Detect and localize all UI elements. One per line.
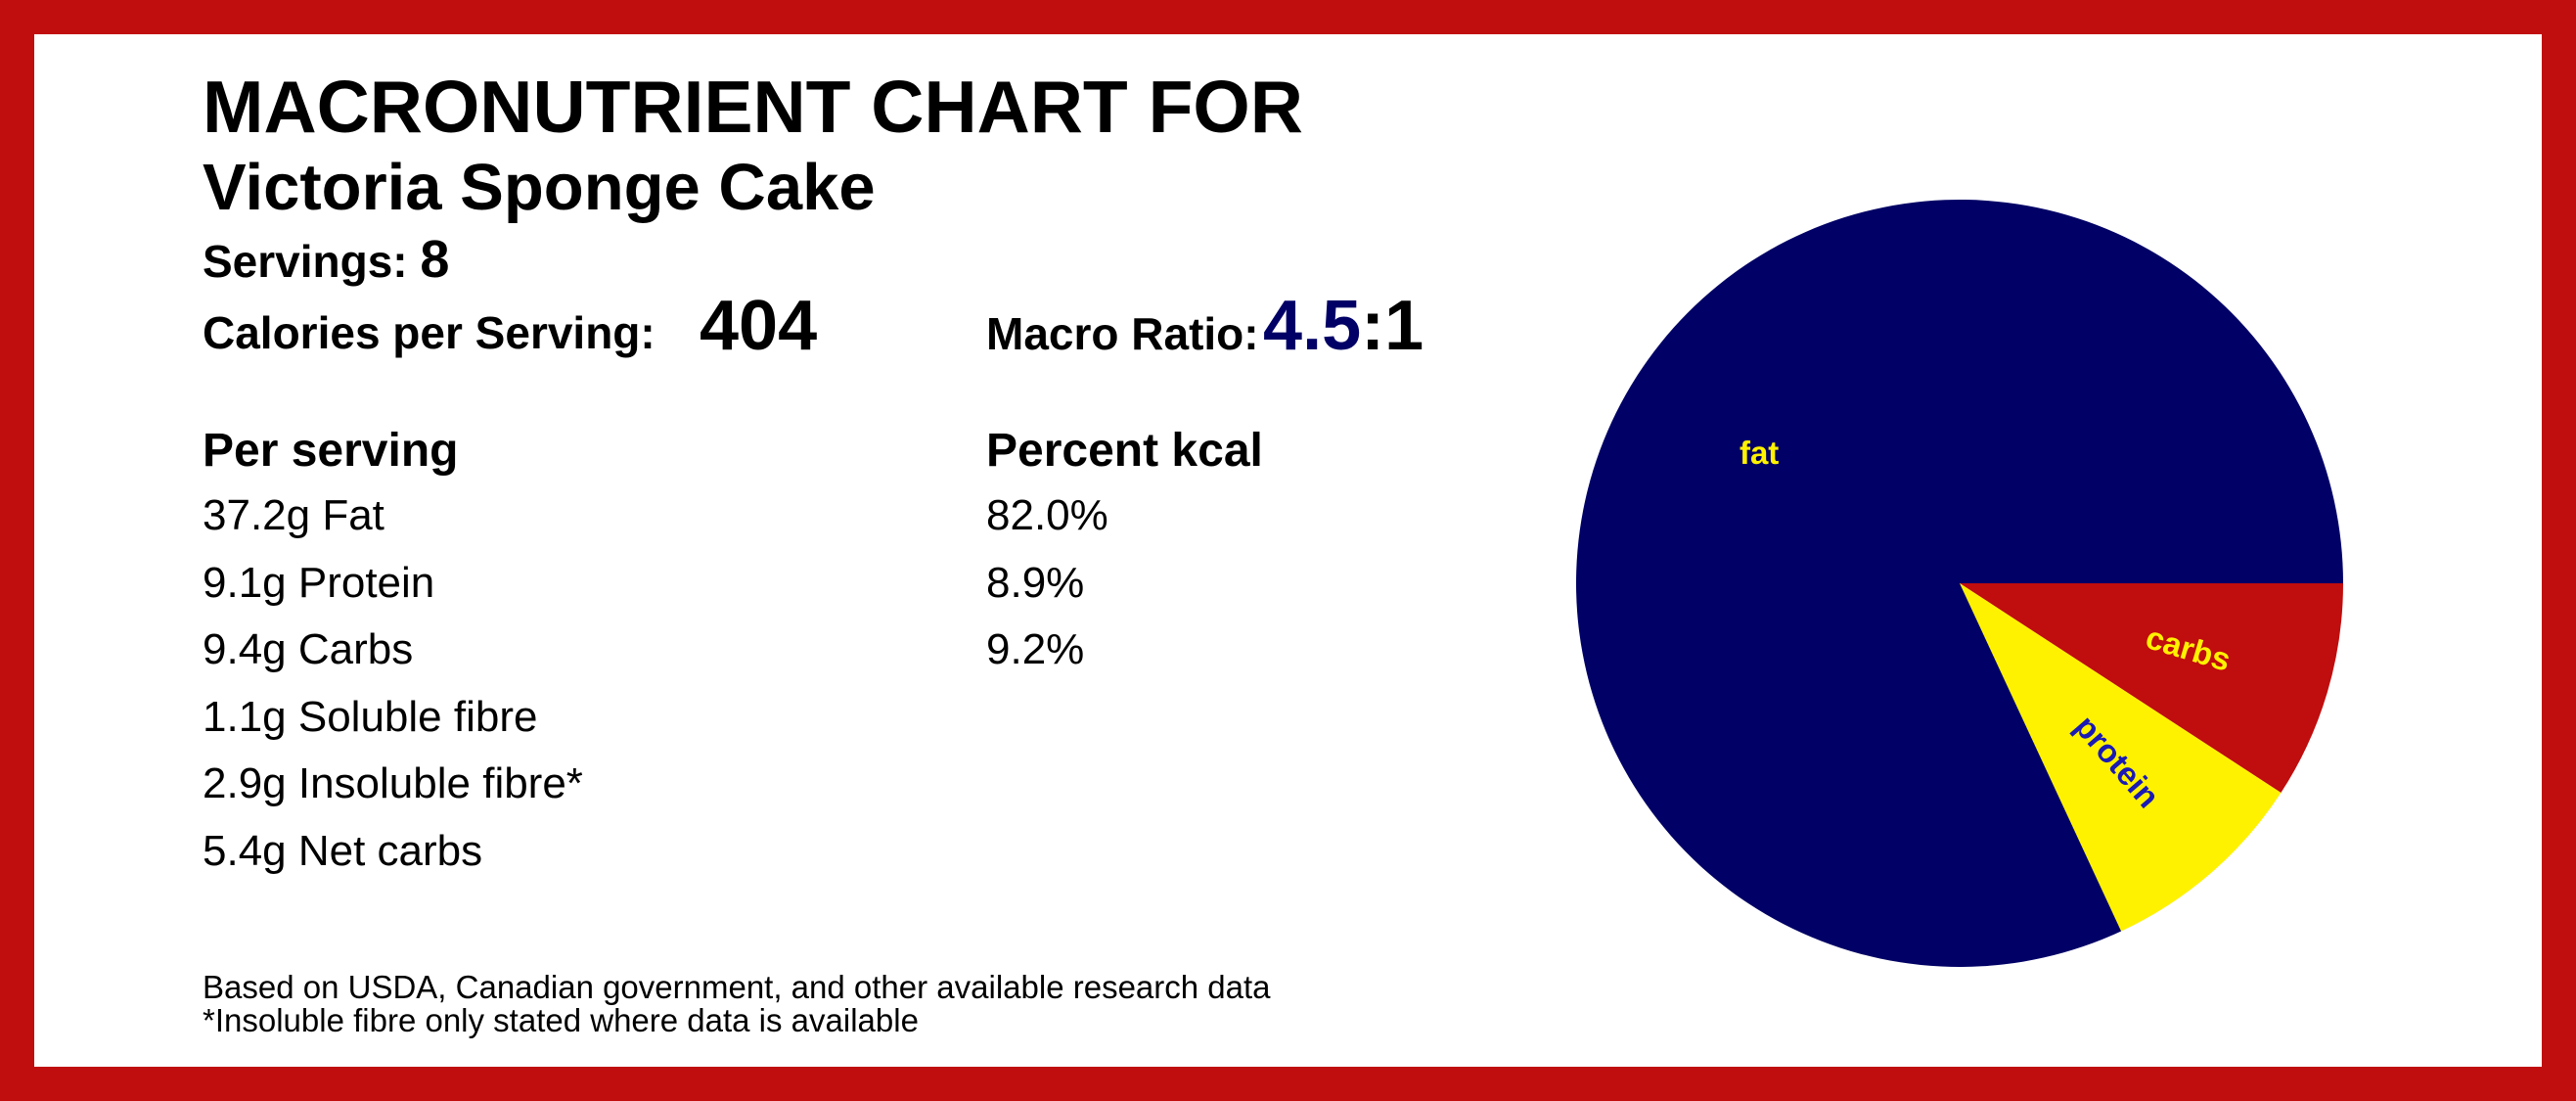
pie-slice-fat — [1575, 200, 2343, 968]
pie-label-fat: fat — [1740, 435, 1779, 471]
percent-kcal-carbs: 9.2% — [986, 625, 1085, 673]
per-serving-soluble-fibre: 1.1g Soluble fibre — [203, 693, 538, 741]
per-serving-net-carbs: 5.4g Net carbs — [203, 827, 483, 875]
servings-line: Servings: 8 — [203, 233, 449, 286]
macro-ratio-rest: :1 — [1361, 287, 1424, 365]
per-serving-heading: Per serving — [203, 425, 459, 477]
pie-slice-carbs — [1960, 583, 2343, 793]
percent-kcal-heading: Percent kcal — [986, 425, 1263, 477]
per-serving-fat: 37.2g Fat — [203, 491, 384, 539]
per-serving-carbs: 9.4g Carbs — [203, 625, 414, 673]
macro-ratio-label: Macro Ratio: — [986, 308, 1259, 359]
recipe-name: Victoria Sponge Cake — [203, 151, 876, 224]
footnote-source: Based on USDA, Canadian government, and … — [203, 969, 1271, 1005]
chart-title: MACRONUTRIENT CHART FOR — [203, 66, 1303, 148]
pie-slice-protein — [1960, 583, 2282, 932]
calories-label: Calories per Serving: — [203, 307, 655, 358]
macro-ratio: Macro Ratio: 4.5:1 — [986, 291, 1424, 361]
calories-value: 404 — [700, 287, 818, 365]
footnote-insoluble: *Insoluble fibre only stated where data … — [203, 1002, 919, 1038]
macro-ratio-fat-part: 4.5 — [1263, 287, 1362, 365]
percent-kcal-protein: 8.9% — [986, 559, 1085, 607]
percent-kcal-fat: 82.0% — [986, 491, 1108, 539]
servings-label: Servings: — [203, 236, 408, 287]
per-serving-insoluble-fibre: 2.9g Insoluble fibre* — [203, 759, 583, 807]
servings-value: 8 — [420, 230, 450, 289]
per-serving-protein: 9.1g Protein — [203, 559, 435, 607]
